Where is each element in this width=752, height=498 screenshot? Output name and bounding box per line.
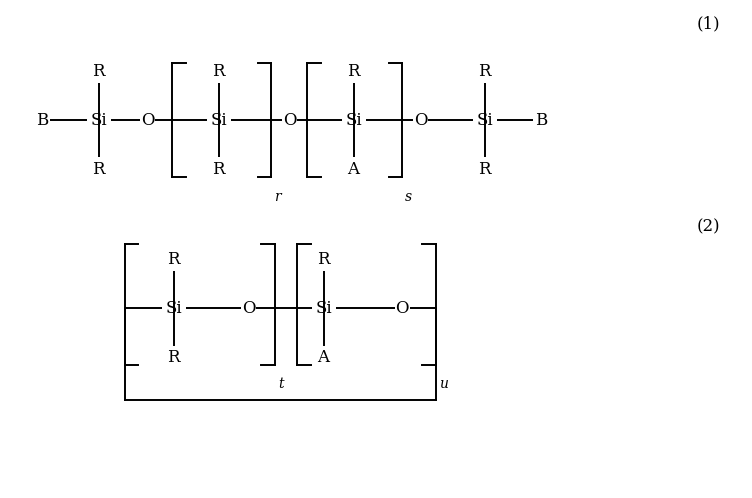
Text: R: R (92, 161, 105, 178)
Text: O: O (414, 112, 428, 129)
Text: Si: Si (476, 112, 493, 129)
Text: R: R (317, 251, 330, 268)
Text: r: r (274, 190, 280, 204)
Text: R: R (168, 349, 180, 366)
Text: Si: Si (211, 112, 227, 129)
Text: B: B (36, 112, 49, 129)
Text: u: u (439, 377, 447, 391)
Text: Si: Si (165, 300, 182, 317)
Text: B: B (535, 112, 547, 129)
Text: R: R (478, 63, 491, 80)
Text: R: R (347, 63, 359, 80)
Text: R: R (478, 161, 491, 178)
Text: O: O (242, 300, 256, 317)
Text: s: s (405, 190, 412, 204)
Text: R: R (212, 161, 225, 178)
Text: R: R (168, 251, 180, 268)
Text: Si: Si (315, 300, 332, 317)
Text: t: t (277, 377, 284, 391)
Text: R: R (212, 63, 225, 80)
Text: O: O (283, 112, 296, 129)
Text: Si: Si (345, 112, 362, 129)
Text: O: O (396, 300, 409, 317)
Text: A: A (347, 161, 359, 178)
Text: A: A (317, 349, 329, 366)
Text: Si: Si (90, 112, 107, 129)
Text: R: R (92, 63, 105, 80)
Text: (1): (1) (697, 15, 720, 32)
Text: O: O (141, 112, 154, 129)
Text: (2): (2) (697, 218, 720, 235)
